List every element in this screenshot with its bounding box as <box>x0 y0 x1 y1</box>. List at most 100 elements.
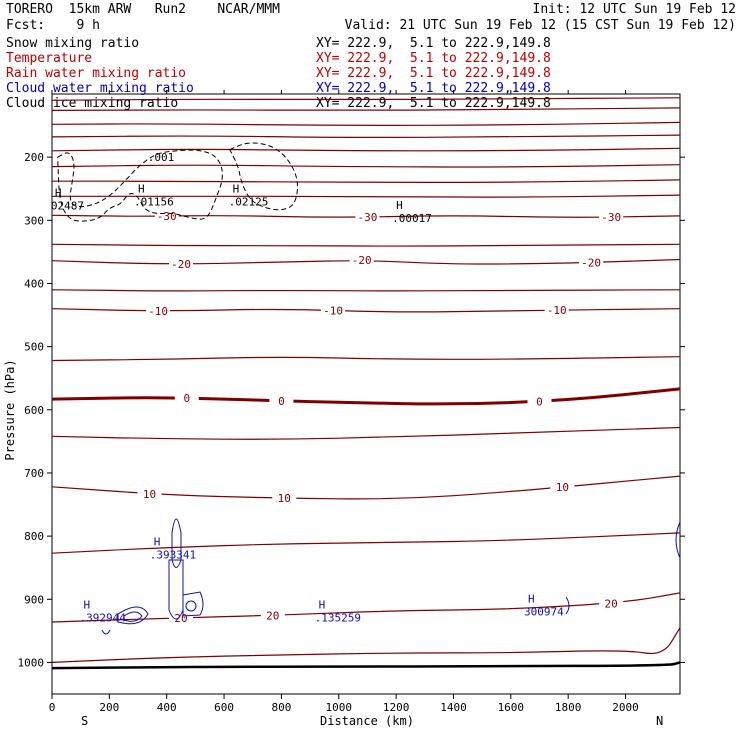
isotherm-label-bg <box>579 256 604 269</box>
field-name: Snow mixing ratio <box>6 36 140 51</box>
x-tick-label: 2000 <box>612 701 639 714</box>
field-name: Temperature <box>6 51 93 66</box>
isotherm-line <box>52 194 681 198</box>
y-tick-label: 1000 <box>18 656 45 669</box>
cloud-water-blob <box>185 600 197 612</box>
high-marker: H <box>84 599 91 612</box>
isotherm-label: -20 <box>352 254 372 267</box>
valid-time: Valid: 21 UTC Sun 19 Feb 12 (15 CST Sun … <box>344 18 736 33</box>
isotherm-label: -30 <box>601 211 621 224</box>
y-tick-label: 600 <box>24 404 44 417</box>
isotherm-line <box>51 532 681 554</box>
high-value-label: .135259 <box>315 612 361 625</box>
isotherm-label: -30 <box>157 210 177 223</box>
high-value-label: .02125 <box>229 196 269 209</box>
isotherm-label: -20 <box>581 256 601 269</box>
field-name: Cloud water mixing ratio <box>6 81 194 96</box>
isotherm-line <box>51 134 681 138</box>
isotherm-line <box>51 258 681 265</box>
isotherm-label-bg <box>550 481 575 494</box>
isotherm-label: 0 <box>183 392 190 405</box>
field-xy: XY= 222.9, 5.1 to 222.9,149.8 <box>316 66 551 81</box>
isotherm-line <box>51 214 681 218</box>
x-tick-label: 600 <box>214 701 234 714</box>
isotherm-line <box>51 147 681 152</box>
field-xy: XY= 222.9, 5.1 to 222.9,149.8 <box>316 36 551 51</box>
isotherm-label: 10 <box>556 481 569 494</box>
y-tick-label: 800 <box>24 530 44 543</box>
high-marker: H <box>55 186 62 199</box>
isotherm-label-bg <box>544 304 569 317</box>
isotherm-label-bg <box>355 211 380 224</box>
isotherm-label: 20 <box>174 612 187 625</box>
isotherm-line <box>51 387 681 406</box>
field-xy: XY= 222.9, 5.1 to 222.9,149.8 <box>316 51 551 66</box>
isotherm-label-bg <box>169 258 194 271</box>
cloud-water-blob <box>182 591 204 617</box>
cloud-water-blob <box>123 611 143 622</box>
isotherm-label: -10 <box>323 304 343 317</box>
isotherm-line <box>51 627 681 663</box>
isotherm-line <box>51 475 681 500</box>
field-xy: XY= 222.9, 5.1 to 222.9,149.8 <box>316 81 551 96</box>
cloud-ice-contours: .001 <box>57 142 298 222</box>
isotherm-label: 20 <box>266 609 279 622</box>
isotherm-line <box>51 289 681 292</box>
cloud-ice-label: .001 <box>148 151 175 164</box>
x-axis-label: Distance (km) <box>320 714 414 728</box>
cloud-water-blob <box>675 521 681 559</box>
init-time: Init: 12 UTC Sun 19 Feb 12 <box>532 2 737 17</box>
y-tick-label: 300 <box>24 214 44 227</box>
cloud-water-blob <box>117 606 149 625</box>
x-tick-label: 400 <box>157 701 177 714</box>
south-label: S <box>81 714 88 728</box>
high-marker: H <box>233 183 240 196</box>
isotherm-line <box>51 592 681 623</box>
isotherm-line <box>51 97 681 101</box>
isotherm-line <box>51 121 681 126</box>
y-tick-label: 700 <box>24 467 44 480</box>
isotherm-label: -20 <box>171 258 191 271</box>
x-tick-label: 1400 <box>440 701 467 714</box>
cloud-water-blob <box>101 629 111 635</box>
x-tick-label: 1200 <box>383 701 410 714</box>
high-marker: H <box>138 183 145 196</box>
isotherm-label: 0 <box>278 395 285 408</box>
x-tick-label: 800 <box>271 701 291 714</box>
isotherm-label-bg <box>174 391 199 404</box>
y-tick-label: 900 <box>24 593 44 606</box>
isotherm-label-bg <box>169 611 194 624</box>
isotherm-label-bg <box>321 304 346 317</box>
x-tick-label: 1800 <box>555 701 582 714</box>
high-value-label: .393341 <box>150 549 196 562</box>
isotherm-label: 20 <box>605 597 618 610</box>
isotherm-line <box>52 179 681 184</box>
isotherm-line <box>51 308 681 313</box>
x-tick-label: 1000 <box>326 701 353 714</box>
x-tick-label: 0 <box>49 701 56 714</box>
surface-line <box>51 661 681 670</box>
y-tick-label: 200 <box>24 151 44 164</box>
cloud-ice-line <box>229 142 298 211</box>
forecast-hour: Fcst: 9 h <box>6 18 100 33</box>
isotherm-line <box>51 107 681 111</box>
isotherm-label-bg <box>272 492 297 505</box>
high-marker: H <box>154 536 161 549</box>
high-value-label: .392944 <box>80 612 127 625</box>
cloud-water-contours <box>101 518 681 635</box>
isotherm-label: -10 <box>547 304 567 317</box>
x-tick-label: 1600 <box>498 701 525 714</box>
isotherm-line <box>51 426 681 440</box>
isotherm-label-bg <box>349 254 374 267</box>
isotherm-label-bg <box>527 395 552 408</box>
isotherm-line <box>51 243 681 247</box>
field-name: Rain water mixing ratio <box>6 66 187 81</box>
high-marker: H <box>528 592 535 605</box>
model-title: TORERO 15km ARW Run2 NCAR/MMM <box>6 2 280 17</box>
temperature-contours: -30 -30 -30 -20 -20 -20 -10 -10 -10 0 0 0 10 10 10 20 20… <box>51 97 681 663</box>
x-tick-label: 200 <box>99 701 119 714</box>
isotherm-label: 10 <box>278 492 291 505</box>
isotherm-label: -10 <box>148 305 168 318</box>
